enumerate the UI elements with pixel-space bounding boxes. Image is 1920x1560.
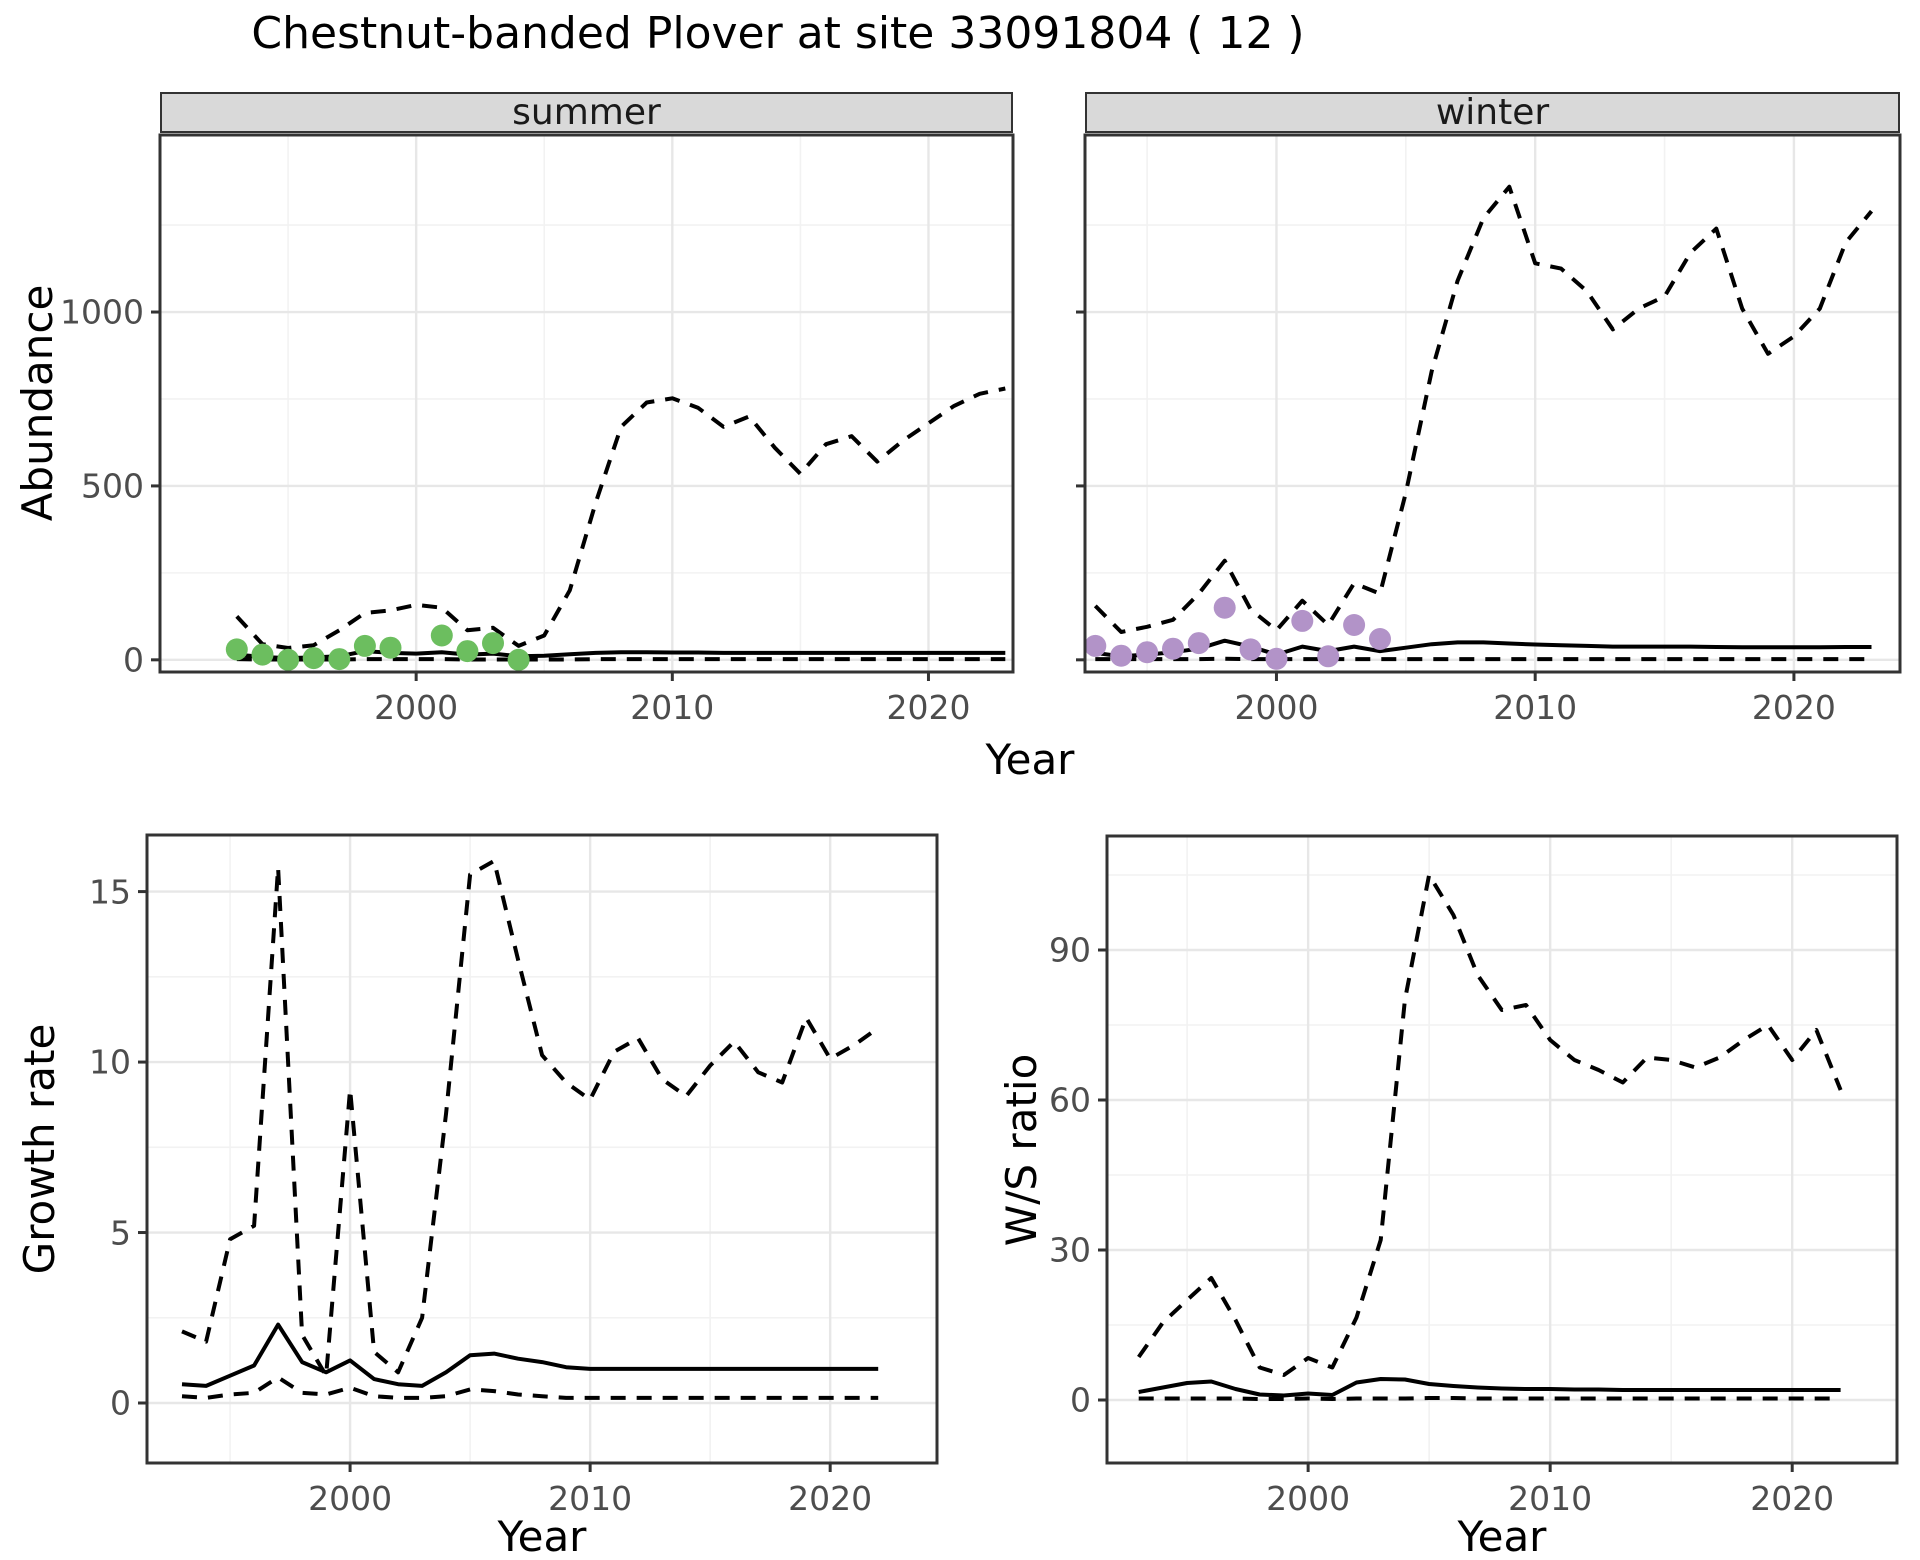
x-tick-label: 2000	[1266, 1479, 1351, 1518]
observed-count-point	[302, 647, 325, 670]
x-axis-title-year-bottom-left: Year	[497, 1512, 587, 1560]
observed-count-point	[430, 624, 453, 647]
x-tick-label: 2020	[1750, 1479, 1835, 1518]
observed-count-point	[1162, 637, 1184, 660]
observed-count-point	[1136, 641, 1159, 664]
x-tick-label: 2010	[1493, 688, 1578, 727]
panel-border	[1105, 834, 1899, 1465]
panel-growth-rate	[138, 833, 939, 1472]
observed-count-point	[1187, 632, 1210, 655]
observed-count-point	[251, 643, 274, 666]
plot-title: Chestnut-banded Plover at site 33091804 …	[251, 8, 1305, 59]
observed-count-point	[1369, 628, 1391, 650]
observed-count-point	[1291, 609, 1314, 632]
x-tick-label: 2010	[630, 688, 715, 727]
x-tick-label: 2000	[308, 1479, 393, 1518]
y-tick-label: 1000	[60, 292, 144, 332]
panel-border	[145, 833, 939, 1465]
mean-line	[1138, 1377, 1841, 1398]
y-tick-label: 0	[123, 640, 144, 680]
y-tick-label: 30	[1049, 1230, 1091, 1270]
observed-count-point	[1317, 645, 1340, 668]
observed-count-point	[1239, 638, 1262, 661]
x-tick-label: 2000	[374, 688, 459, 727]
observed-count-point	[1213, 596, 1236, 619]
observed-count-point	[379, 636, 402, 659]
facet-strip-summer: summer	[160, 92, 1013, 133]
panel-border	[1083, 133, 1902, 674]
y-tick-label: 90	[1049, 930, 1091, 970]
y-tick-label: 5	[110, 1213, 131, 1253]
lower_ci-line	[181, 1375, 879, 1400]
x-tick-label: 2020	[788, 1479, 873, 1518]
lower_ci-line	[1138, 1396, 1841, 1401]
x-axis-title-year-bottom-right: Year	[1457, 1512, 1547, 1560]
y-tick-label: 500	[81, 466, 144, 506]
observed-count-point	[328, 648, 351, 671]
y-axis-title-growth-rate: Growth rate	[15, 1023, 64, 1275]
observed-count-point	[1343, 614, 1366, 636]
observed-count-point	[482, 632, 504, 655]
observed-count-point	[1084, 634, 1107, 657]
observed-count-point	[353, 634, 376, 657]
x-axis-title-year-top: Year	[985, 735, 1075, 784]
upper_ci-line	[235, 386, 1006, 650]
observed-count-point	[456, 640, 479, 663]
y-tick-label: 0	[1070, 1380, 1091, 1420]
facet-strip-winter: winter	[1085, 92, 1900, 133]
observed-count-point	[277, 648, 300, 671]
panel-abundance-winter	[1076, 133, 1902, 681]
y-tick-label: 60	[1049, 1080, 1091, 1120]
x-tick-label: 2010	[548, 1479, 633, 1518]
x-tick-label: 2020	[886, 688, 971, 727]
y-tick-label: 15	[89, 872, 131, 912]
facet-strip-label: winter	[1435, 92, 1550, 133]
observed-count-point	[225, 638, 248, 661]
x-tick-label: 2000	[1234, 688, 1319, 727]
panel-ws-ratio	[1098, 834, 1899, 1472]
mean-line	[236, 649, 1006, 661]
mean-line	[181, 1322, 879, 1388]
y-tick-label: 0	[110, 1383, 131, 1423]
y-tick-label: 10	[89, 1042, 131, 1082]
observed-count-point	[507, 648, 530, 671]
x-tick-label: 2020	[1751, 688, 1836, 727]
facet-strip-label: summer	[512, 92, 661, 133]
observed-count-point	[1265, 647, 1288, 670]
x-tick-label: 2010	[1508, 1479, 1593, 1518]
panel-border	[158, 133, 1015, 674]
upper_ci-line	[1093, 184, 1874, 634]
upper_ci-line	[181, 858, 880, 1378]
mean-line	[1095, 638, 1872, 659]
panel-abundance-summer	[151, 133, 1015, 681]
observed-count-point	[1110, 644, 1133, 667]
y-axis-title-abundance: Abundance	[13, 284, 62, 522]
